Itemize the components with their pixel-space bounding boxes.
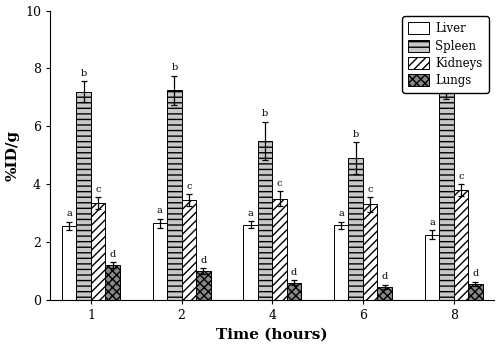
Bar: [454, 190, 468, 300]
Bar: [468, 284, 482, 300]
Text: b: b: [352, 130, 359, 139]
Bar: [152, 223, 167, 300]
Text: c: c: [96, 185, 101, 194]
Text: c: c: [368, 185, 373, 194]
Text: a: a: [338, 209, 344, 218]
Bar: [258, 141, 272, 300]
Legend: Liver, Spleen, Kidneys, Lungs: Liver, Spleen, Kidneys, Lungs: [402, 16, 488, 93]
Text: b: b: [444, 60, 450, 69]
Bar: [424, 235, 439, 300]
Text: a: a: [66, 209, 72, 218]
Bar: [106, 265, 120, 300]
Bar: [287, 282, 302, 300]
X-axis label: Time (hours): Time (hours): [216, 328, 328, 341]
Y-axis label: %ID/g: %ID/g: [6, 130, 20, 181]
Bar: [363, 204, 378, 300]
Text: d: d: [291, 268, 297, 277]
Bar: [334, 225, 348, 300]
Text: d: d: [382, 272, 388, 281]
Text: b: b: [262, 109, 268, 118]
Bar: [378, 287, 392, 300]
Text: a: a: [248, 209, 254, 218]
Text: d: d: [200, 256, 206, 264]
Bar: [167, 90, 182, 300]
Bar: [244, 225, 258, 300]
Text: a: a: [429, 218, 435, 227]
Bar: [272, 198, 287, 300]
Bar: [439, 86, 454, 300]
Text: c: c: [458, 172, 464, 181]
Bar: [182, 200, 196, 300]
Text: c: c: [186, 182, 192, 191]
Bar: [196, 271, 210, 300]
Bar: [348, 158, 363, 300]
Text: d: d: [472, 269, 478, 278]
Text: a: a: [157, 206, 162, 215]
Text: b: b: [80, 69, 87, 78]
Text: b: b: [171, 63, 177, 72]
Bar: [62, 226, 76, 300]
Text: c: c: [277, 179, 282, 188]
Bar: [76, 92, 91, 300]
Text: d: d: [110, 250, 116, 259]
Bar: [91, 203, 106, 300]
